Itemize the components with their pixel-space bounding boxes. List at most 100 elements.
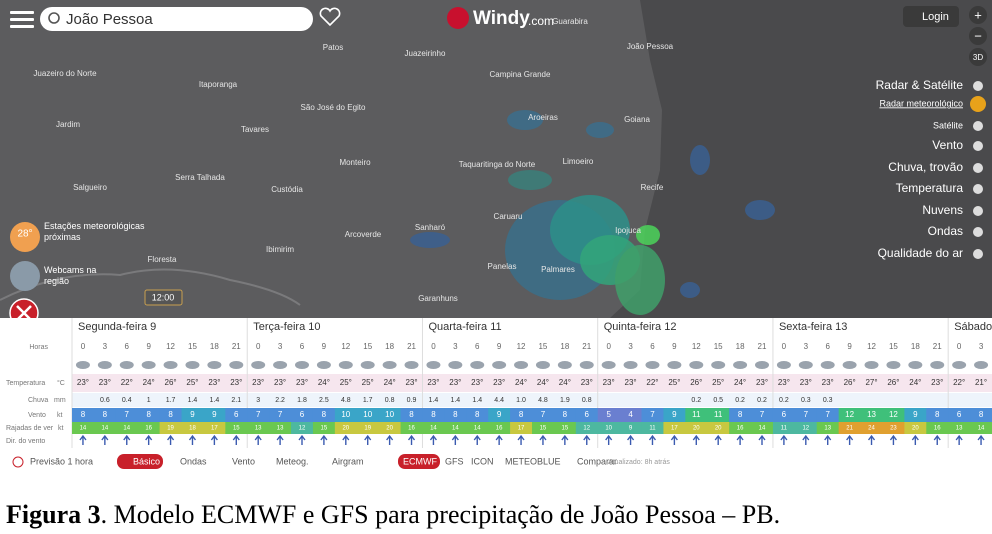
map-button[interactable] <box>969 27 987 45</box>
weather-icon <box>470 361 485 369</box>
weather-icon <box>273 361 288 369</box>
city-label: Jardim <box>56 120 80 129</box>
previsao[interactable]: Previsão 1 hora <box>30 456 93 466</box>
layer-item[interactable]: Qualidade do ar <box>878 246 963 260</box>
footer-tab[interactable]: Básico <box>133 456 160 466</box>
day-label[interactable]: Terça-feira 10 <box>253 321 320 333</box>
layer-item[interactable]: Radar & Satélite <box>876 78 964 92</box>
wind: 8 <box>519 410 524 419</box>
temperature: 25° <box>668 378 680 387</box>
gust: 20 <box>693 426 700 432</box>
wind-arrow <box>692 434 700 445</box>
gust: 16 <box>737 426 744 432</box>
footer-model[interactable]: METEOBLUE <box>505 456 561 466</box>
gust: 13 <box>956 426 963 432</box>
gust-cell <box>597 422 621 434</box>
city-label: Limoeiro <box>563 157 594 166</box>
wind-arrow <box>955 434 963 445</box>
wind: 7 <box>825 410 830 419</box>
layer-item[interactable]: Nuvens <box>922 203 963 217</box>
updated: Atualizado: 8h atrás <box>608 459 670 466</box>
gust: 15 <box>321 426 328 432</box>
temperature: 25° <box>712 378 724 387</box>
gust-cell <box>444 422 467 434</box>
temperature: 24° <box>909 378 921 387</box>
wind-arrow <box>824 434 832 445</box>
wind: 9 <box>212 410 217 419</box>
login-button[interactable] <box>903 6 959 27</box>
wind-arrow <box>583 434 591 445</box>
city-label: Itaporanga <box>199 80 238 89</box>
temperature: 23° <box>581 378 593 387</box>
day-label[interactable]: Quinta-feira 12 <box>604 321 677 333</box>
menu-line <box>10 25 34 28</box>
wind: 5 <box>606 410 611 419</box>
hour: 21 <box>582 342 591 351</box>
footer-model[interactable]: GFS <box>445 456 464 466</box>
gust-cell <box>882 422 905 434</box>
footer-tab[interactable]: Airgram <box>332 456 364 466</box>
temperature: 23° <box>800 378 812 387</box>
footer-tab[interactable]: Vento <box>232 456 255 466</box>
footer-model[interactable]: ECMWF <box>403 456 437 466</box>
map-button[interactable] <box>969 48 987 66</box>
hour: 18 <box>385 342 394 351</box>
footer-model[interactable]: ICON <box>471 456 494 466</box>
wind-cell <box>751 408 774 422</box>
layer-item[interactable]: Satélite <box>933 120 963 130</box>
webcams-button[interactable] <box>10 261 40 291</box>
rain: 1.4 <box>450 397 460 404</box>
temperature: 24° <box>143 378 155 387</box>
gust: 20 <box>715 426 722 432</box>
wind-cell <box>181 408 204 422</box>
wind: 6 <box>957 410 962 419</box>
city-label: Arcoverde <box>345 230 382 239</box>
temperature: 23° <box>471 378 483 387</box>
layer-item[interactable]: Ondas <box>928 224 963 238</box>
wind: 9 <box>672 410 677 419</box>
footer-tab[interactable]: Ondas <box>180 456 207 466</box>
layer-item[interactable]: Radar meteorológico <box>879 98 963 108</box>
layer-item[interactable]: Vento <box>932 138 963 152</box>
wind: 6 <box>234 410 239 419</box>
wind: 11 <box>714 410 723 419</box>
day-label[interactable]: Quarta-feira 11 <box>428 321 501 333</box>
gust: 14 <box>759 426 766 432</box>
weather-icon <box>689 361 704 369</box>
stations-button[interactable] <box>10 222 40 252</box>
wind: 8 <box>409 410 414 419</box>
weather-icon <box>733 361 748 369</box>
temperature: 24° <box>559 378 571 387</box>
weather-icon <box>97 361 112 369</box>
weather-icon <box>426 361 441 369</box>
search-box[interactable] <box>40 7 313 31</box>
layer-item[interactable]: Temperatura <box>896 181 964 195</box>
weather-icon <box>601 361 616 369</box>
footer-tab[interactable]: Meteog. <box>276 456 309 466</box>
rain: 1.9 <box>560 397 570 404</box>
rain: 4.4 <box>494 397 504 404</box>
weather-icon <box>141 361 156 369</box>
city-label: Recife <box>641 183 664 192</box>
gust-cell <box>93 422 117 434</box>
footer-model[interactable]: Comparar <box>577 456 617 466</box>
wind: 6 <box>782 410 787 419</box>
wind-cell <box>816 408 840 422</box>
hour: 6 <box>125 342 130 351</box>
search-text: João Pessoa <box>66 11 153 28</box>
gust-cell <box>794 422 818 434</box>
day-label[interactable]: Sexta-feira 13 <box>779 321 847 333</box>
day-label[interactable]: Sábado 1 <box>954 321 992 333</box>
wind-arrow <box>342 434 350 445</box>
day-label[interactable]: Segunda-feira 9 <box>78 321 156 333</box>
layer-item[interactable]: Chuva, trovão <box>888 160 963 174</box>
radar-echo <box>586 122 614 138</box>
hour: 9 <box>322 342 327 351</box>
radar-echo <box>680 282 700 298</box>
favorite-icon[interactable] <box>319 7 341 27</box>
map-button[interactable] <box>969 6 987 24</box>
city-label: Panelas <box>488 262 517 271</box>
temperature: 22° <box>953 378 965 387</box>
previsao-toggle[interactable] <box>12 456 24 468</box>
wind: 6 <box>585 410 590 419</box>
